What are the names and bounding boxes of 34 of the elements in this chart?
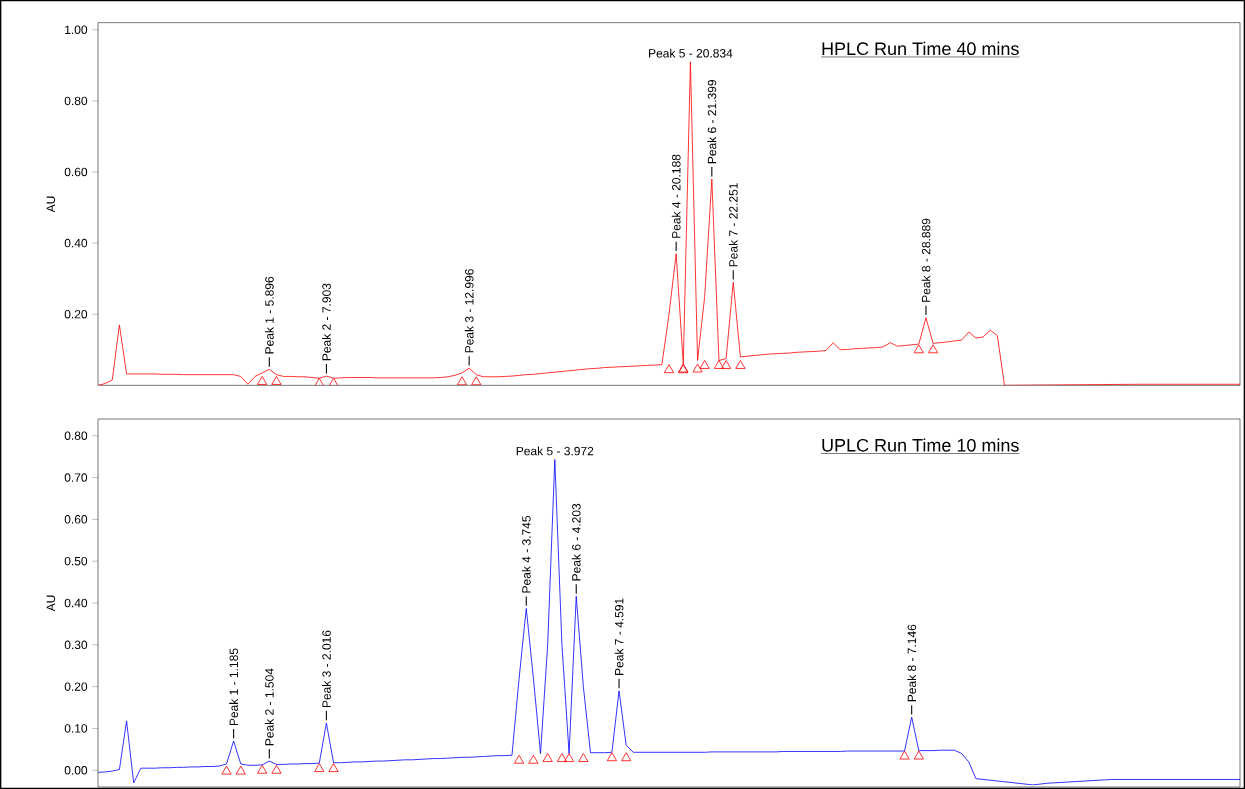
y-tick-label: 0.80: [64, 96, 88, 106]
y-tick-label: 0.40: [64, 598, 88, 608]
annotation: Peak 6 - 4.203: [571, 503, 581, 581]
annotation: Peak 2 - 1.504: [264, 668, 274, 746]
annotation: Peak 1 - 5.896: [264, 276, 274, 354]
y-tick-label: 0.60: [64, 515, 88, 524]
y-tick-label: 0.20: [64, 682, 88, 691]
y-tick-label: 1.00: [65, 25, 88, 35]
y-tick-label: 0.30: [64, 640, 88, 650]
annotation: Peak 1 - 1.185: [229, 648, 239, 726]
text: UPLC Run Time 10 mins: [822, 438, 1019, 452]
y-tick-label: 0.40: [64, 238, 88, 248]
y-axis-title: AU: [46, 595, 56, 612]
y-tick-label: 0.60: [64, 167, 88, 177]
annotation: Peak 4 - 3.745: [521, 515, 531, 593]
text: HPLC Run Time 40 mins: [822, 41, 1019, 56]
annotation: Peak 5 - 3.972: [516, 446, 594, 456]
annotation: Peak 3 - 12.996: [464, 269, 474, 353]
y-tick-label: 0.00: [64, 766, 88, 775]
annotation: Peak 7 - 22.251: [728, 183, 738, 267]
y-axis-title: AU: [46, 196, 56, 213]
y-tick-label: 0.20: [64, 309, 88, 319]
y-tick-label: 0.70: [64, 473, 88, 482]
annotation: Peak 8 - 7.146: [907, 624, 917, 702]
annotation: Peak 6 - 21.399: [707, 80, 717, 164]
y-tick-label: 0.80: [64, 431, 88, 440]
annotation: Peak 7 - 4.591: [614, 598, 624, 675]
y-tick-label: 0.10: [64, 724, 88, 733]
annotation: Peak 3 - 2.016: [322, 630, 331, 708]
annotation: Peak 4 - 20.188: [671, 154, 681, 238]
y-tick-label: 0.50: [64, 556, 88, 566]
annotation: Peak 5 - 20.834: [649, 48, 733, 58]
annotation: Peak 8 - 28.889: [921, 218, 931, 302]
annotation: Peak 2 - 7.903: [322, 283, 331, 361]
